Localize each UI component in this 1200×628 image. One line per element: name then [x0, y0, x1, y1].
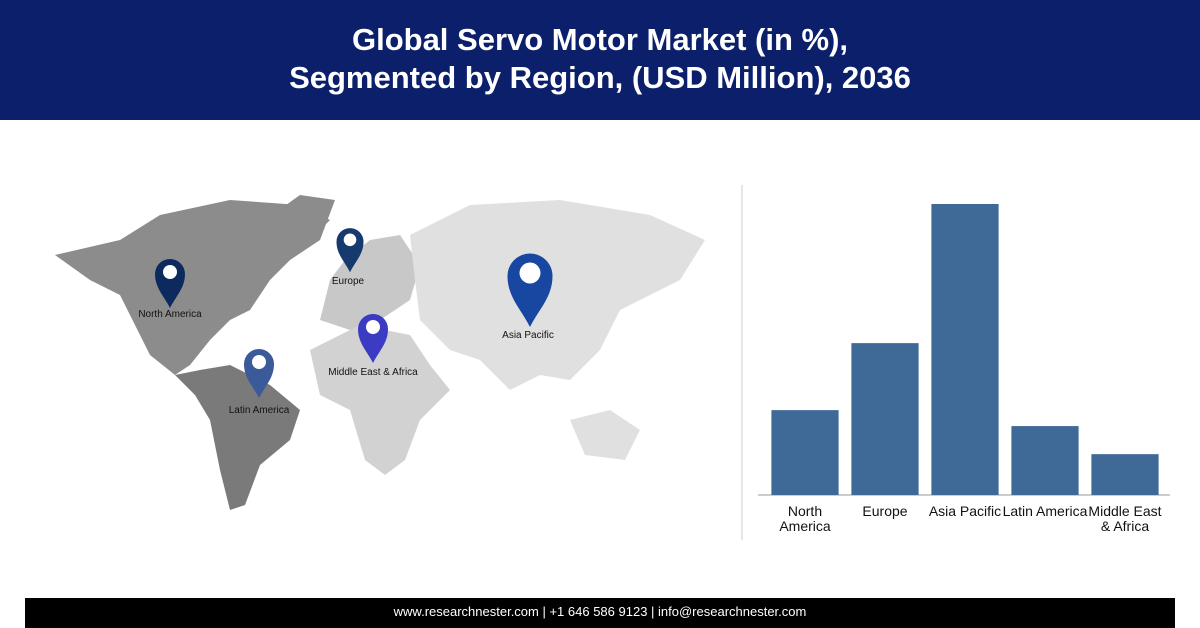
world-map: North America Europe Asia Pacific Middle Ea…: [55, 195, 705, 510]
pin-hole: [163, 265, 177, 279]
header: Global Servo Motor Market (in %), Segmen…: [0, 0, 1200, 120]
pin-hole: [343, 233, 357, 247]
bar: [1011, 426, 1079, 495]
africa: [310, 325, 450, 475]
x-tick-label: Europe: [862, 503, 908, 519]
pin-hole: [252, 355, 266, 369]
map-pin: [155, 259, 185, 308]
x-tick-label: Middle East & Africa: [1088, 503, 1162, 534]
map-pin: [336, 228, 364, 273]
pin-label: Middle East & Africa: [328, 367, 418, 378]
x-tick-label: North America: [779, 503, 831, 534]
x-tick-label: Latin America: [1002, 503, 1088, 519]
europe: [320, 235, 420, 330]
pin-label: Europe: [332, 276, 365, 287]
bar: [851, 343, 919, 495]
bar: [771, 410, 839, 495]
pin-label: North America: [138, 309, 202, 320]
title-line: Global Servo Motor Market (in %),: [351, 22, 849, 57]
asia: [410, 200, 705, 460]
map-pin: [244, 349, 274, 398]
pin-hole: [366, 320, 380, 334]
bar: [931, 204, 999, 495]
pin-shape: [507, 253, 553, 327]
map-pin: [358, 314, 388, 363]
footer: www.researchnester.com | +1 646 586 9123…: [25, 598, 1175, 628]
title-line: Segmented by Region, (USD Million), 2036: [289, 60, 911, 95]
bar: [1091, 454, 1159, 495]
pin-shape: [155, 259, 185, 308]
pin-shape: [358, 314, 388, 363]
pin-label: Latin America: [229, 405, 290, 416]
pin-hole: [519, 262, 541, 284]
x-tick-label: Asia Pacific: [928, 503, 1002, 519]
map-pin: [507, 253, 553, 327]
pin-label: Asia Pacific: [502, 330, 554, 341]
americas: [55, 195, 335, 510]
pin-shape: [244, 349, 274, 398]
pin-shape: [336, 228, 364, 273]
